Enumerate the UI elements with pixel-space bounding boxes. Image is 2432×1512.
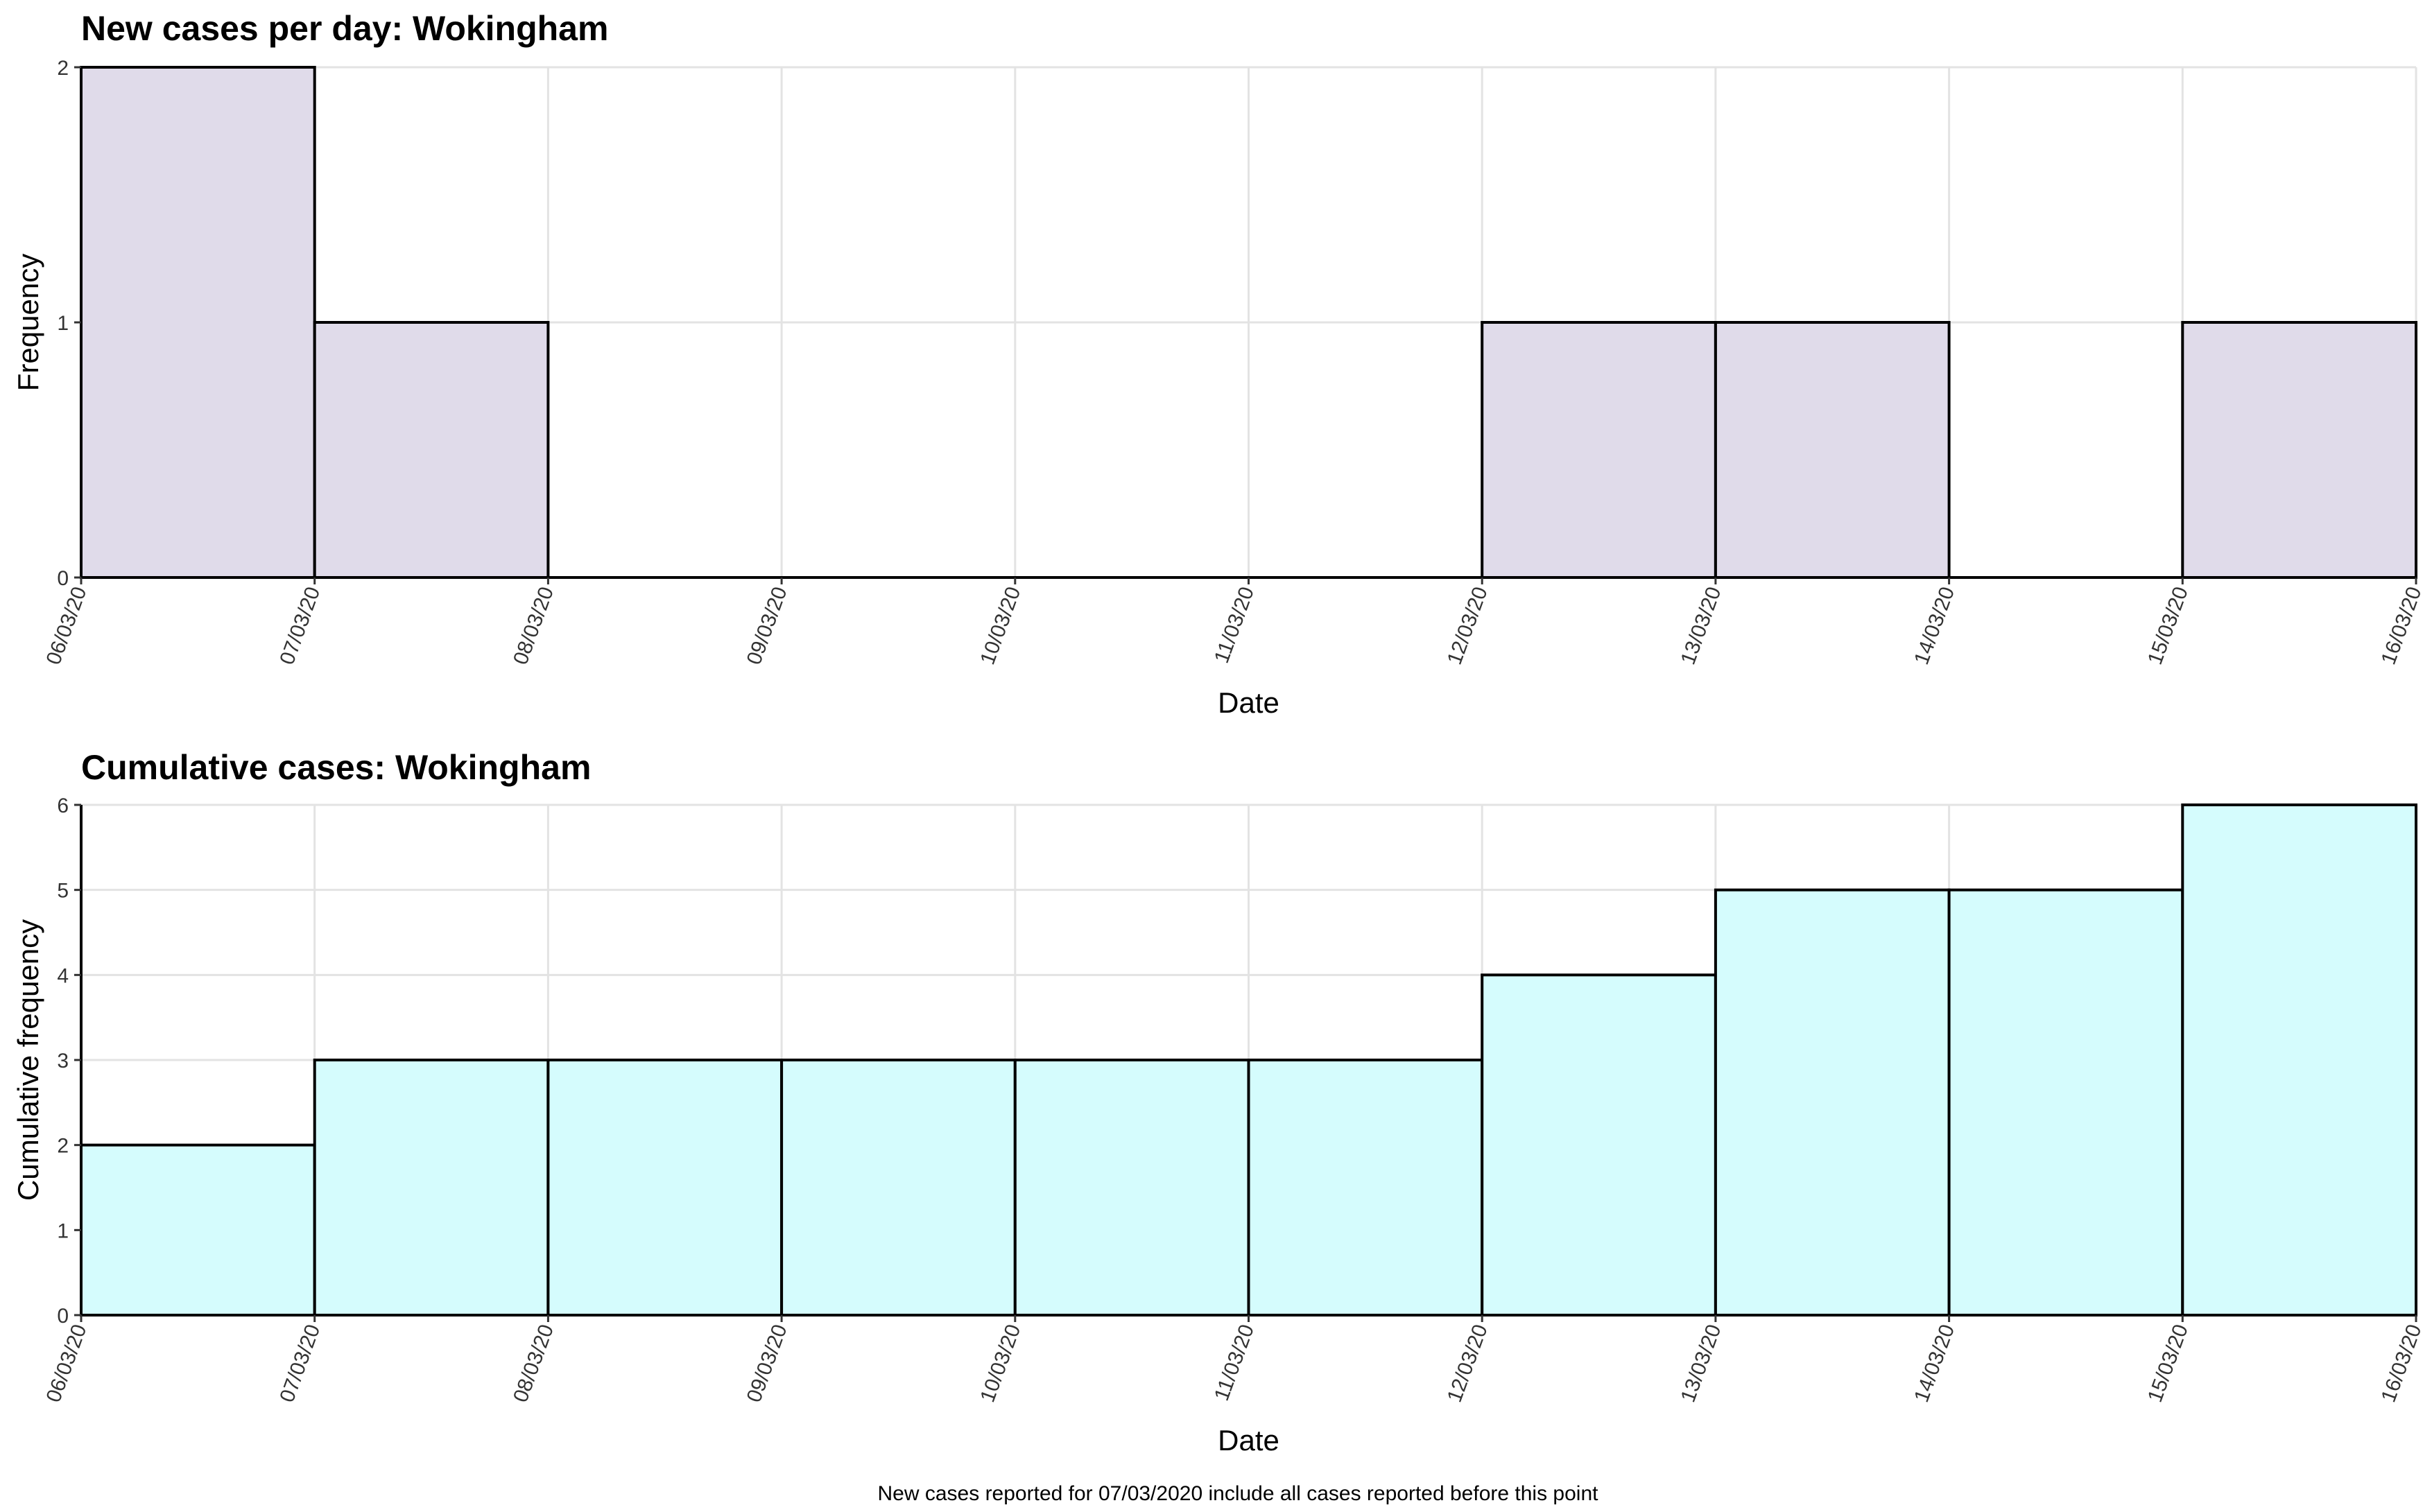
y-tick-label: 3 [57,1050,69,1072]
bar-08-03-20 [546,1059,784,1317]
new-cases-y-ticks: 0 1 2 [57,57,81,590]
x-tick-label: 13/03/20 [1677,584,1726,668]
x-tick-label: 12/03/20 [1443,1321,1492,1405]
new-cases-x-ticks: 06/03/20 07/03/20 08/03/20 09/03/20 10/03/20… [42,577,2426,668]
y-tick-label: 6 [57,794,69,817]
x-tick-label: 15/03/20 [2144,584,2193,668]
cumulative-cases-y-axis-title: Cumulative frequency [12,919,44,1201]
y-tick-label: 1 [57,312,69,335]
bar-10-03-20 [1013,1059,1250,1317]
x-tick-label: 15/03/20 [2144,1321,2193,1405]
cumulative-cases-chart: Cumulative cases: Wokingham 0 1 2 3 4 5 6 06/0… [12,748,2426,1457]
x-tick-label: 08/03/20 [509,1321,558,1405]
new-cases-bars [80,66,2418,579]
bar-14-03-20 [1947,888,2184,1317]
bar-07-03-20 [313,1059,550,1317]
x-tick-label: 16/03/20 [2377,584,2426,668]
bar-11-03-20 [1247,1059,1484,1317]
x-tick-label: 16/03/20 [2377,1321,2426,1405]
y-tick-label: 0 [57,1305,69,1328]
new-cases-y-axis-title: Frequency [12,254,44,391]
x-tick-label: 12/03/20 [1443,584,1492,668]
new-cases-chart: New cases per day: Wokingham 0 1 2 06/03/2… [12,9,2426,719]
x-tick-label: 10/03/20 [976,1321,1025,1405]
footnote: New cases reported for 07/03/2020 includ… [878,1482,1599,1505]
bar-13-03-20 [1714,321,1951,579]
y-tick-label: 2 [57,57,69,80]
bar-06-03-20 [80,1143,316,1317]
x-tick-label: 13/03/20 [1677,1321,1726,1405]
y-tick-label: 0 [57,567,69,590]
cumulative-cases-x-axis-title: Date [1218,1424,1279,1457]
y-tick-label: 2 [57,1135,69,1158]
bar-06-03-20 [80,66,316,579]
x-tick-label: 14/03/20 [1910,1321,1959,1405]
x-tick-label: 06/03/20 [42,584,92,668]
x-tick-label: 08/03/20 [509,584,558,668]
x-tick-label: 06/03/20 [42,1321,92,1405]
cumulative-cases-x-ticks: 06/03/20 07/03/20 08/03/20 09/03/20 10/03/20… [42,1315,2426,1405]
bar-07-03-20 [313,321,550,579]
x-tick-label: 11/03/20 [1210,584,1259,666]
x-tick-label: 10/03/20 [976,584,1025,668]
bar-13-03-20 [1714,888,1951,1317]
cumulative-cases-y-ticks: 0 1 2 3 4 5 6 [57,794,81,1328]
bar-12-03-20 [1481,973,1717,1317]
x-tick-label: 09/03/20 [743,1321,792,1405]
x-tick-label: 09/03/20 [743,584,792,668]
bar-09-03-20 [780,1059,1017,1317]
bar-15-03-20 [2181,803,2418,1317]
bar-12-03-20 [1481,321,1717,579]
x-tick-label: 14/03/20 [1910,584,1959,668]
x-tick-label: 07/03/20 [275,584,325,668]
y-tick-label: 1 [57,1219,69,1242]
cumulative-cases-bars [80,803,2418,1317]
y-tick-label: 4 [57,964,69,987]
x-tick-label: 07/03/20 [275,1321,325,1405]
bar-15-03-20 [2181,321,2418,579]
new-cases-x-axis-title: Date [1218,686,1279,719]
y-tick-label: 5 [57,880,69,903]
x-tick-label: 11/03/20 [1210,1321,1259,1404]
new-cases-title: New cases per day: Wokingham [81,9,608,48]
cumulative-cases-title: Cumulative cases: Wokingham [81,748,591,787]
